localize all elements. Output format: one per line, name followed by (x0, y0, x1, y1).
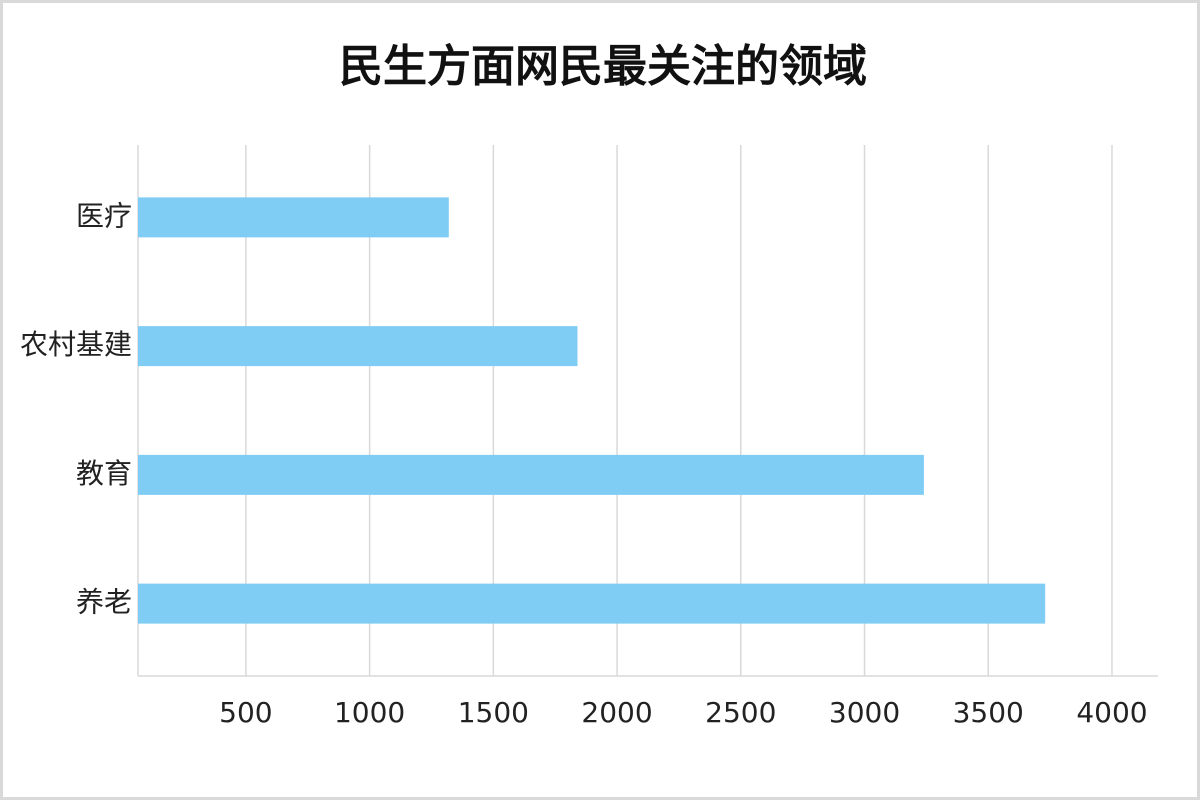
bar (138, 197, 449, 238)
x-tick-label: 1500 (458, 696, 529, 729)
y-tick-label: 医疗 (76, 199, 132, 232)
x-tick-label: 4000 (1076, 696, 1147, 729)
x-tick-label: 1000 (334, 696, 405, 729)
bar (138, 583, 1046, 624)
y-tick-label: 养老 (76, 586, 132, 619)
x-tick-label: 3500 (953, 696, 1024, 729)
x-tick-label: 2500 (705, 696, 776, 729)
y-tick-label: 教育 (76, 457, 132, 490)
x-tick-label: 2000 (581, 696, 652, 729)
x-tick-label: 3000 (829, 696, 900, 729)
bar (138, 326, 578, 367)
chart: 民生方面网民最关注的领域 500 1000 1500 2000 2500 3000 3500… (20, 41, 1158, 729)
bar (138, 454, 924, 495)
x-tick-label: 500 (219, 696, 272, 729)
chart-title: 民生方面网民最关注的领域 (339, 41, 867, 92)
y-tick-label: 农村基建 (20, 328, 132, 361)
